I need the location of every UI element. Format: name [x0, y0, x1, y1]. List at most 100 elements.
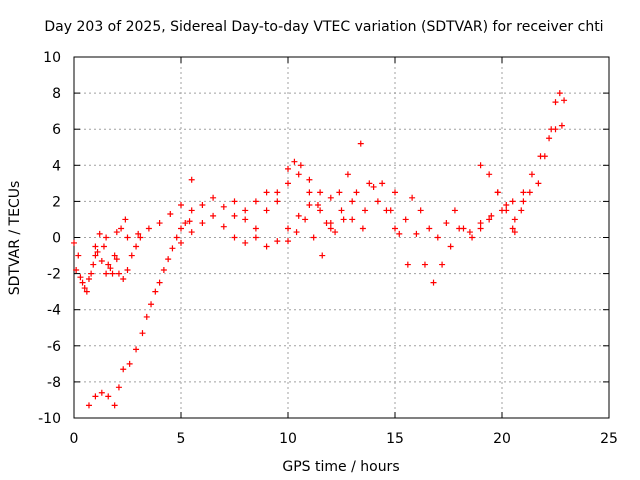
data-point	[421, 261, 428, 268]
data-point	[426, 225, 433, 232]
data-point	[494, 189, 501, 196]
data-point	[310, 234, 317, 241]
data-point	[210, 212, 217, 219]
x-tick-label: 10	[279, 431, 297, 447]
data-point	[263, 189, 270, 196]
data-point	[413, 230, 420, 237]
data-point	[477, 225, 484, 232]
data-point	[349, 198, 356, 205]
data-point	[120, 276, 127, 283]
data-point	[285, 180, 291, 187]
data-point	[526, 189, 533, 196]
data-point	[509, 198, 516, 205]
data-point	[73, 266, 80, 273]
data-point	[274, 189, 281, 196]
data-point	[103, 234, 110, 241]
data-point	[115, 384, 122, 391]
y-tick-label: 10	[43, 50, 61, 66]
data-point	[357, 140, 364, 147]
data-point	[392, 225, 398, 232]
data-point	[466, 229, 473, 236]
data-point	[220, 223, 227, 230]
data-point	[511, 216, 518, 223]
data-point	[486, 171, 493, 178]
data-point	[165, 256, 172, 263]
data-point	[520, 189, 527, 196]
data-point	[98, 257, 105, 264]
data-point	[469, 234, 476, 241]
data-point	[379, 180, 386, 187]
data-point	[111, 402, 118, 409]
data-point	[503, 202, 510, 209]
data-point	[199, 202, 206, 209]
data-point	[451, 207, 458, 214]
data-point	[520, 198, 527, 205]
data-point	[148, 301, 155, 308]
y-tick-label: -8	[47, 375, 61, 391]
data-point	[152, 288, 159, 295]
data-point	[242, 239, 249, 246]
y-tick-label: 6	[52, 122, 61, 138]
data-point	[98, 389, 105, 396]
data-point	[460, 225, 467, 232]
series-track-early-b	[73, 234, 144, 292]
data-point	[167, 211, 174, 218]
data-point	[135, 230, 142, 237]
data-point	[349, 216, 356, 223]
data-point	[392, 189, 398, 196]
data-point	[274, 238, 281, 245]
data-point	[263, 207, 270, 214]
data-point	[85, 276, 92, 283]
data-point	[92, 393, 99, 400]
data-point	[295, 212, 302, 219]
data-point	[156, 220, 163, 227]
series-track-mid-d	[285, 171, 411, 268]
series-track-early-a	[71, 216, 129, 295]
data-point	[252, 234, 259, 241]
series-track-mid-a	[178, 171, 334, 246]
data-point	[556, 90, 563, 97]
data-point	[552, 99, 559, 106]
data-point	[263, 243, 270, 250]
data-point	[71, 239, 77, 246]
data-point	[548, 126, 555, 133]
data-point	[81, 285, 88, 292]
data-point	[83, 288, 90, 295]
data-point	[302, 216, 309, 223]
data-point	[103, 270, 110, 277]
grid	[74, 57, 609, 418]
data-point	[115, 270, 122, 277]
data-point	[252, 198, 259, 205]
x-axis-label: GPS time / hours	[282, 459, 399, 475]
data-point	[100, 243, 107, 250]
data-point	[124, 266, 131, 273]
data-point	[178, 202, 184, 209]
data-point	[366, 180, 373, 187]
data-point	[231, 212, 238, 219]
data-point	[94, 248, 101, 255]
data-point	[169, 245, 176, 252]
data-point	[396, 230, 403, 237]
data-point	[295, 171, 302, 178]
x-tick-label: 0	[70, 431, 79, 447]
data-point	[79, 279, 86, 286]
data-point	[182, 220, 189, 227]
data-point	[404, 261, 411, 268]
data-point	[327, 225, 334, 232]
data-point	[486, 216, 493, 223]
data-point	[109, 270, 116, 277]
data-point	[126, 360, 133, 367]
data-point	[293, 229, 300, 236]
x-tick-label: 5	[177, 431, 186, 447]
data-point	[88, 270, 95, 277]
data-point	[220, 203, 227, 210]
data-point	[518, 207, 525, 214]
data-point	[306, 202, 313, 209]
y-axis-label: SDTVAR / TECUs	[7, 181, 23, 296]
data-point	[285, 165, 291, 172]
y-tick-label: 2	[52, 194, 61, 210]
chart-title: Day 203 of 2025, Sidereal Day-to-day VTE…	[44, 19, 603, 35]
data-point	[314, 202, 321, 209]
